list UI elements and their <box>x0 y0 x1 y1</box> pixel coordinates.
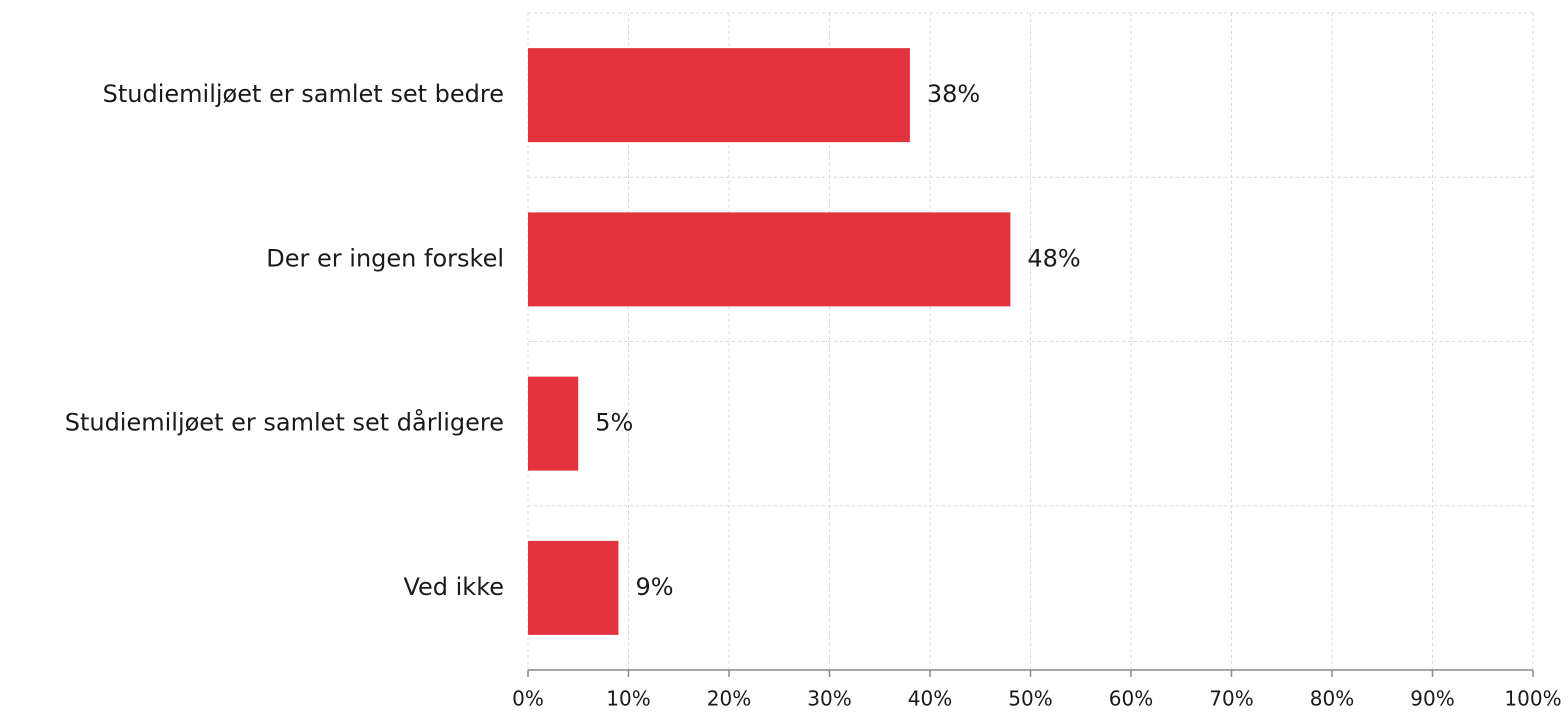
bar <box>528 540 619 635</box>
data-label: 38% <box>927 80 980 108</box>
category-label: Der er ingen forskel <box>266 244 504 272</box>
x-tick-label: 70% <box>1209 687 1253 711</box>
x-axis: 0% 10% 20% 30% 40% 50% 60% 70% 80% 90% 100% <box>512 669 1562 711</box>
bar <box>528 376 579 471</box>
x-tick-label: 0% <box>512 687 544 711</box>
x-tick-label: 100% <box>1504 687 1561 711</box>
label-layer: Studiemiljøet er samlet set bedre 38% Der … <box>65 80 1081 601</box>
data-label: 5% <box>595 409 633 437</box>
category-label: Ved ikke <box>403 573 504 601</box>
x-tick-label: 60% <box>1109 687 1153 711</box>
bar-layer <box>528 48 1011 635</box>
x-tick-label: 30% <box>807 687 851 711</box>
x-tick-label: 50% <box>1008 687 1052 711</box>
data-label: 9% <box>635 573 673 601</box>
x-tick-label: 20% <box>707 687 751 711</box>
x-tick-label: 90% <box>1410 687 1454 711</box>
x-tick-label: 10% <box>606 687 650 711</box>
x-tick-label: 80% <box>1310 687 1354 711</box>
bar <box>528 48 910 143</box>
x-tick-label: 40% <box>908 687 952 711</box>
data-label: 48% <box>1027 244 1080 272</box>
category-label: Studiemiljøet er samlet set dårligere <box>65 408 504 437</box>
grid-layer <box>527 12 1534 670</box>
category-label: Studiemiljøet er samlet set bedre <box>103 80 504 108</box>
bar <box>528 212 1011 307</box>
